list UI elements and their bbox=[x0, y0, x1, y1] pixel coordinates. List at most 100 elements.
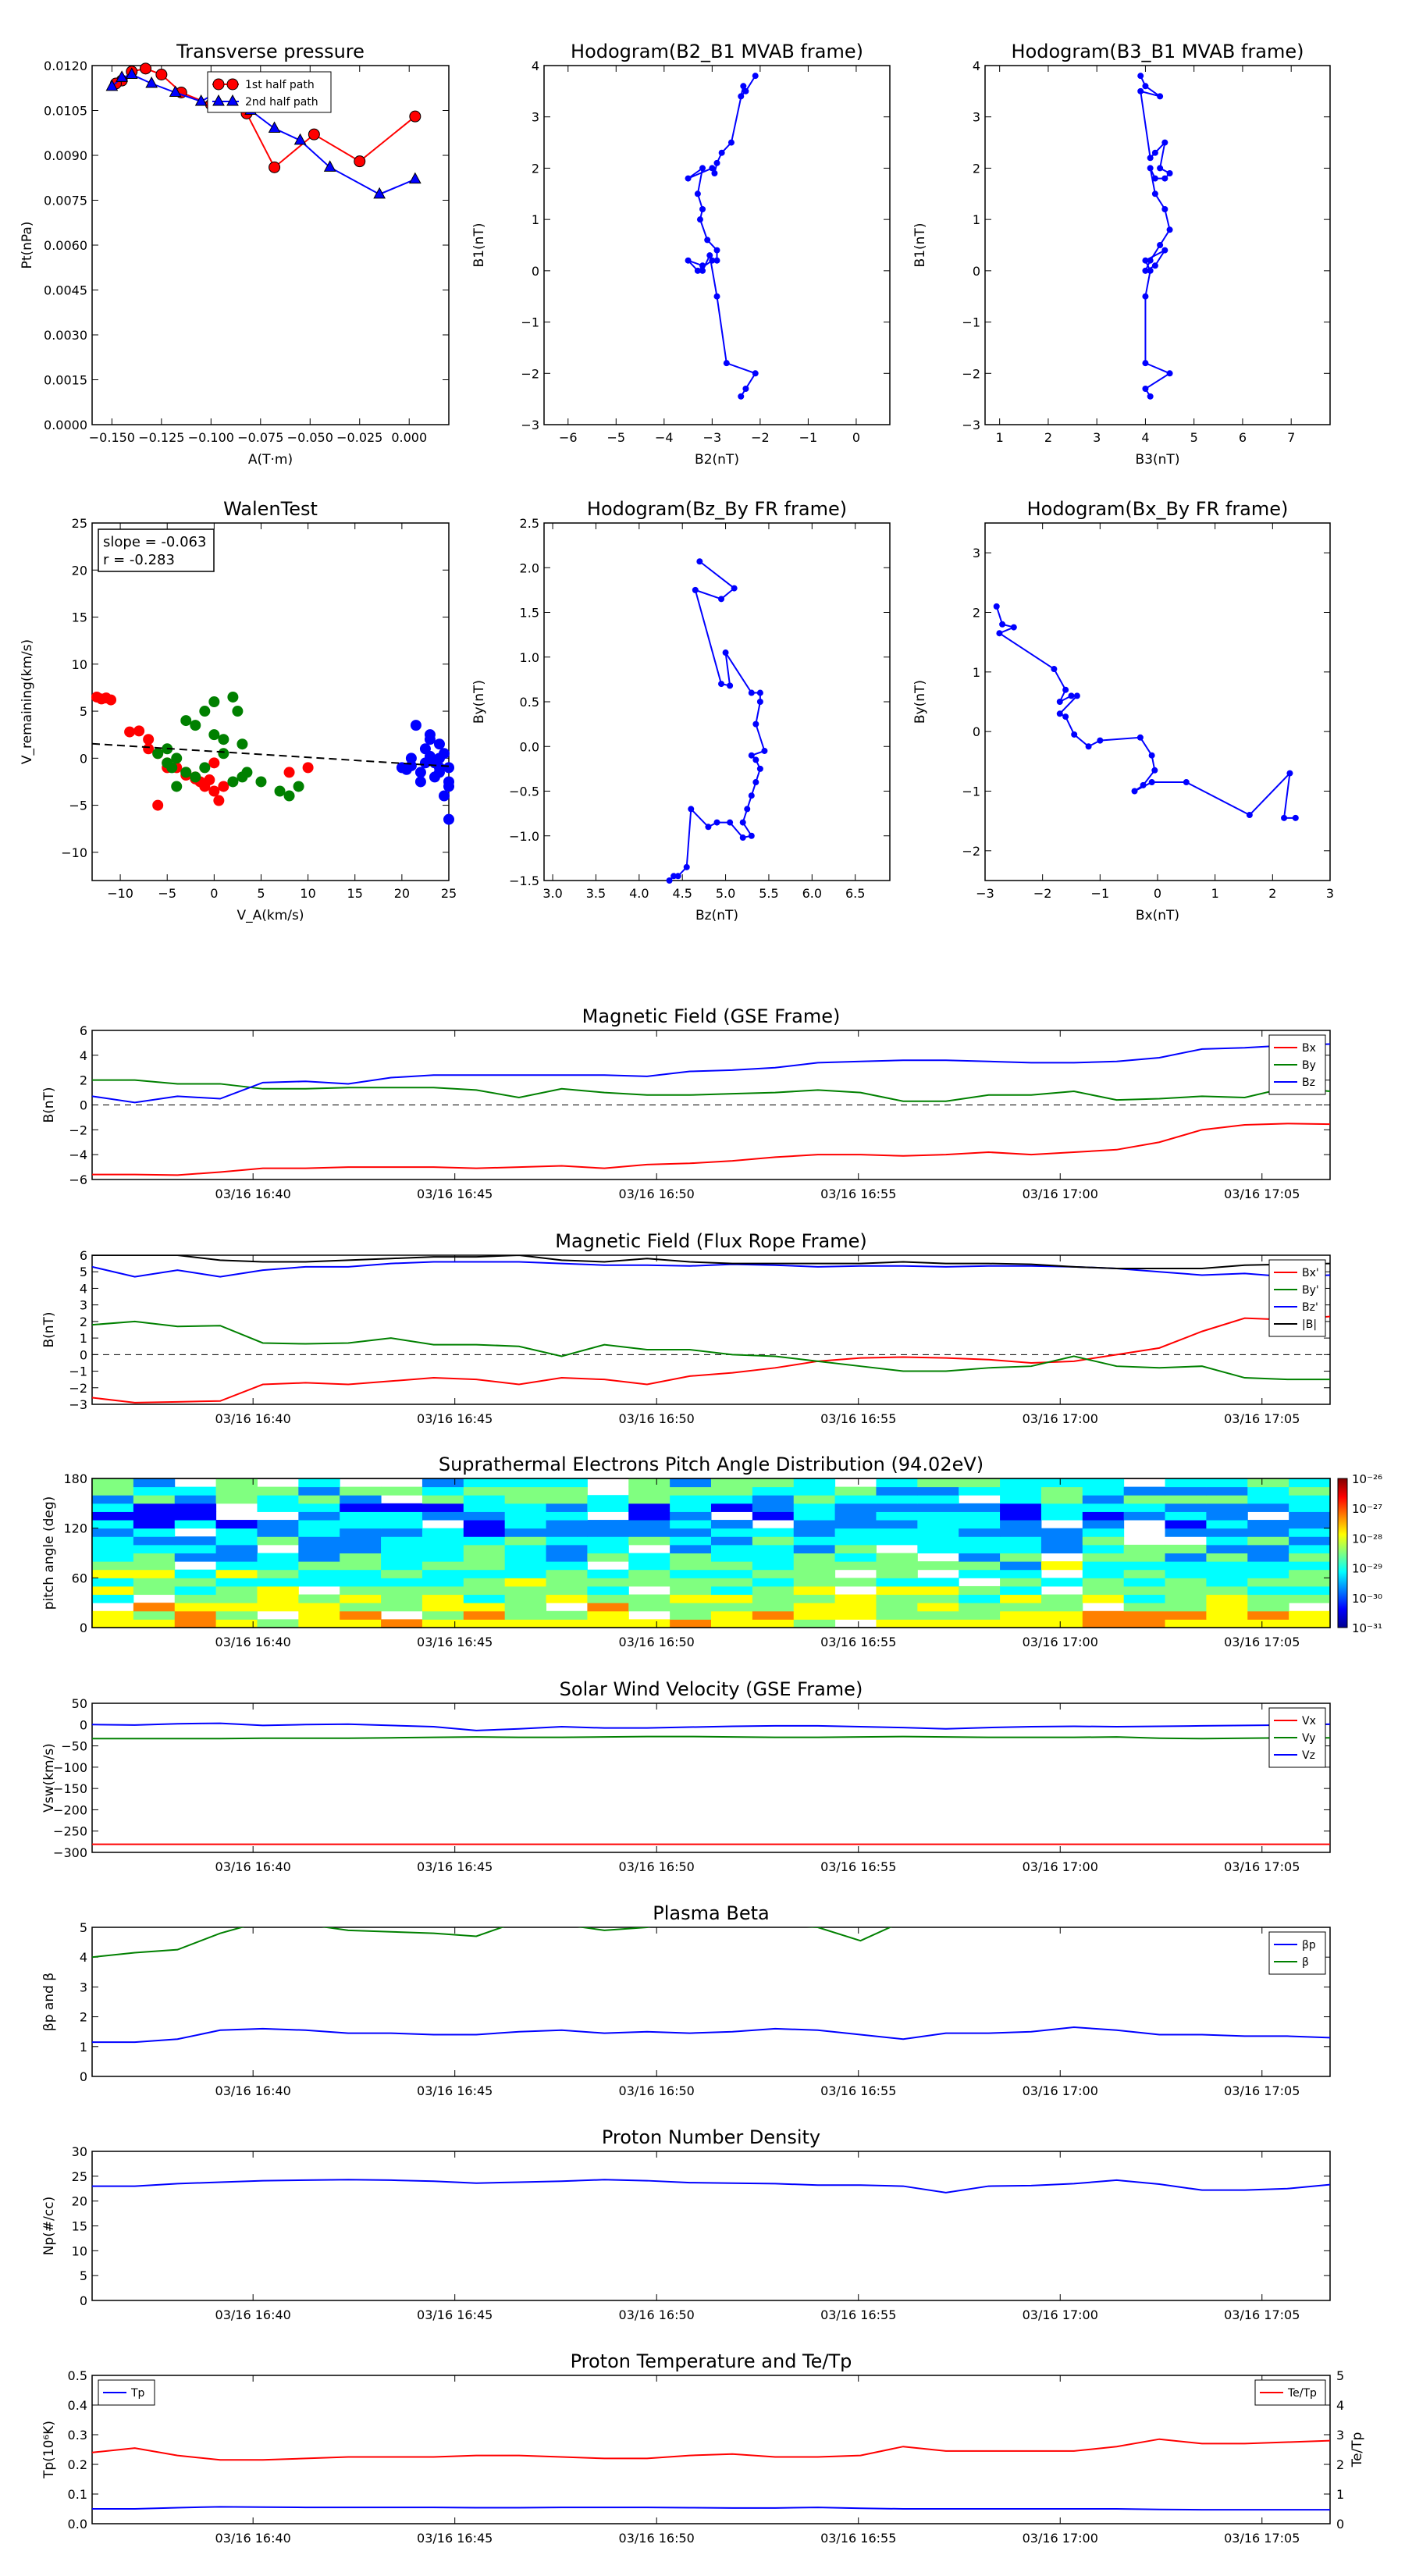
heatmap-cell bbox=[381, 1619, 423, 1628]
heatmap-cell bbox=[876, 1594, 918, 1603]
heatmap-cell bbox=[670, 1478, 712, 1488]
heatmap-cell bbox=[298, 1486, 340, 1496]
heatmap-cell bbox=[1082, 1553, 1125, 1562]
x-tick-label: 6.0 bbox=[802, 886, 822, 901]
scatter-point bbox=[400, 763, 412, 775]
heatmap-cell bbox=[1289, 1569, 1331, 1578]
data-point bbox=[1142, 293, 1149, 300]
heatmap-cell bbox=[504, 1569, 547, 1578]
heatmap-cell bbox=[1206, 1610, 1248, 1620]
heatmap-cell bbox=[1247, 1544, 1289, 1553]
heatmap-cell bbox=[793, 1544, 836, 1553]
y-tick-label: 4 bbox=[1336, 2398, 1344, 2413]
heatmap-cell bbox=[1040, 1478, 1083, 1488]
y-tick-label: 0.0045 bbox=[44, 283, 87, 298]
x-tick-label: 0 bbox=[852, 430, 860, 445]
heatmap-cell bbox=[793, 1585, 836, 1596]
y-tick-label: 1 bbox=[973, 665, 980, 680]
data-point bbox=[1151, 767, 1158, 774]
heatmap-cell bbox=[546, 1561, 588, 1571]
chart-title: Hodogram(B2_B1 MVAB frame) bbox=[571, 41, 863, 62]
heatmap-cell bbox=[92, 1585, 134, 1596]
panel-pad: Suprathermal Electrons Pitch Angle Distr… bbox=[41, 1453, 1382, 1649]
y-tick-label: 25 bbox=[72, 2169, 87, 2184]
chart-title: Magnetic Field (GSE Frame) bbox=[582, 1005, 841, 1027]
y-tick-label: 4 bbox=[532, 59, 539, 73]
heatmap-cell bbox=[92, 1511, 134, 1521]
data-point bbox=[694, 190, 701, 197]
y-tick-label: −1.5 bbox=[509, 873, 539, 888]
data-point bbox=[738, 393, 745, 400]
panel-h13: Hodogram(B3_B1 MVAB frame) −3 −2 −1 0 1 2 3 4 1 2 3… bbox=[912, 41, 1331, 468]
heatmap-cell bbox=[1247, 1594, 1289, 1603]
heatmap-cell bbox=[381, 1503, 423, 1512]
heatmap-cell bbox=[1206, 1536, 1248, 1546]
data-point bbox=[748, 792, 755, 799]
x-tick-label: −2 bbox=[1033, 886, 1052, 901]
heatmap-cell bbox=[1206, 1585, 1248, 1596]
data-point bbox=[748, 689, 755, 696]
data-point bbox=[1142, 386, 1149, 392]
data-point bbox=[1157, 165, 1164, 172]
y-tick-label: −10 bbox=[61, 845, 87, 860]
heatmap-cell bbox=[1165, 1569, 1207, 1578]
legend-label: |B| bbox=[1302, 1318, 1317, 1331]
heatmap-cell bbox=[257, 1578, 299, 1587]
heatmap-cell bbox=[133, 1544, 176, 1553]
heatmap-cell bbox=[504, 1553, 547, 1562]
time-tick-label: 03/16 17:00 bbox=[1023, 1635, 1098, 1649]
heatmap-cell bbox=[92, 1520, 134, 1529]
plot-area bbox=[543, 65, 891, 425]
heatmap-cell bbox=[587, 1585, 629, 1596]
heatmap-cell bbox=[670, 1544, 712, 1553]
series-line bbox=[92, 2506, 1330, 2511]
heatmap-cell bbox=[546, 1594, 588, 1603]
heatmap-cell bbox=[174, 1585, 217, 1596]
heatmap-cell bbox=[133, 1553, 176, 1562]
data-point bbox=[1166, 170, 1173, 176]
scatter-point bbox=[213, 795, 225, 806]
heatmap-cell bbox=[546, 1553, 588, 1562]
heatmap-cell bbox=[215, 1478, 258, 1488]
data-point bbox=[713, 247, 720, 254]
y-tick-label: 10 bbox=[72, 2243, 87, 2258]
heatmap-cell bbox=[1000, 1478, 1042, 1488]
heatmap-cell bbox=[793, 1569, 836, 1578]
heatmap-cell bbox=[133, 1503, 176, 1512]
heatmap-cell bbox=[1206, 1561, 1248, 1571]
heatmap-cell bbox=[92, 1544, 134, 1553]
heatmap-cell bbox=[1082, 1495, 1125, 1504]
y-tick-label: −200 bbox=[53, 1802, 87, 1817]
data-point bbox=[996, 630, 1003, 637]
heatmap-cell bbox=[1289, 1511, 1331, 1521]
heatmap-cell bbox=[1165, 1544, 1207, 1553]
heatmap-cell bbox=[174, 1594, 217, 1603]
scatter-point bbox=[237, 771, 248, 783]
y-tick-label: −5 bbox=[69, 799, 87, 813]
heatmap-cell bbox=[215, 1619, 258, 1628]
data-point bbox=[169, 85, 182, 97]
heatmap-cell bbox=[92, 1478, 134, 1488]
y-tick-label: −150 bbox=[53, 1781, 87, 1796]
data-point bbox=[727, 819, 734, 826]
heatmap-cell bbox=[1000, 1569, 1042, 1578]
y-tick-label: 0 bbox=[1336, 2517, 1344, 2532]
data-point bbox=[685, 257, 692, 264]
y-tick-label: 2 bbox=[80, 1073, 87, 1088]
heatmap-cell bbox=[1289, 1503, 1331, 1512]
x-axis-label: A(T·m) bbox=[248, 452, 293, 468]
y-tick-label: 0.0015 bbox=[44, 373, 87, 388]
heatmap-cell bbox=[1123, 1585, 1166, 1596]
scatter-point bbox=[237, 738, 248, 750]
time-tick-label: 03/16 16:40 bbox=[215, 2307, 291, 2322]
heatmap-cell bbox=[793, 1536, 836, 1546]
heatmap-cell bbox=[1247, 1578, 1289, 1587]
heatmap-cell bbox=[1082, 1528, 1125, 1537]
heatmap-cell bbox=[340, 1486, 382, 1496]
legend-marker bbox=[212, 78, 225, 91]
heatmap-cell bbox=[463, 1553, 506, 1562]
heatmap-cell bbox=[463, 1610, 506, 1620]
heatmap-cell bbox=[1165, 1486, 1207, 1496]
heatmap-cell bbox=[257, 1603, 299, 1612]
heatmap-cell bbox=[1165, 1561, 1207, 1571]
